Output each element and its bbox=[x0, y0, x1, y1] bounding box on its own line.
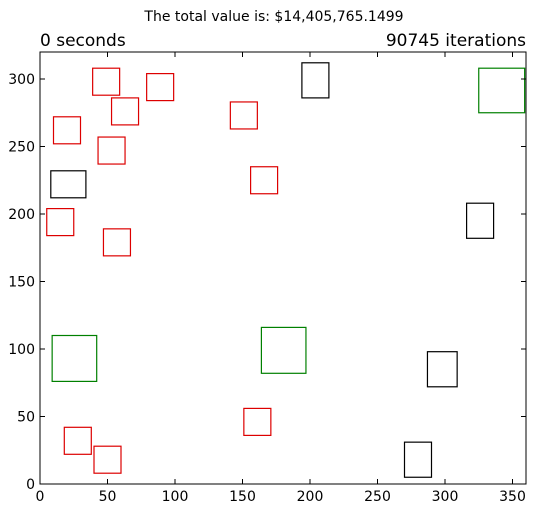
x-tick-label: 300 bbox=[432, 489, 459, 505]
y-tick-label: 50 bbox=[17, 410, 35, 426]
plot-area bbox=[46, 62, 526, 478]
elapsed-time-label: 0 seconds bbox=[40, 31, 126, 51]
x-tick-label: 200 bbox=[297, 489, 324, 505]
red-box-6 bbox=[97, 136, 126, 165]
red-box-8 bbox=[46, 208, 75, 237]
y-tick-label: 0 bbox=[26, 477, 35, 493]
red-box-2 bbox=[146, 72, 175, 102]
x-tick-label: 350 bbox=[499, 489, 526, 505]
red-box-11 bbox=[63, 426, 92, 455]
red-box-3 bbox=[110, 97, 140, 126]
red-box-4 bbox=[229, 101, 258, 130]
x-axis: 0 50 100 150 200 250 300 350 bbox=[36, 52, 526, 505]
black-box-14 bbox=[50, 170, 87, 199]
y-tick-label: 150 bbox=[8, 275, 35, 291]
iterations-label: 90745 iterations bbox=[386, 31, 526, 51]
plot-frame bbox=[39, 51, 527, 485]
y-axis: 0 50 100 150 200 250 300 bbox=[8, 72, 526, 493]
red-box-12 bbox=[93, 445, 122, 474]
y-tick-label: 300 bbox=[8, 72, 35, 88]
chart-title: The total value is: $14,405,765.1499 bbox=[143, 9, 403, 25]
x-tick-label: 150 bbox=[229, 489, 256, 505]
green-box-18 bbox=[478, 67, 526, 114]
y-tick-label: 250 bbox=[8, 140, 35, 156]
red-box-9 bbox=[102, 228, 132, 257]
x-tick-label: 0 bbox=[36, 489, 45, 505]
x-tick-label: 50 bbox=[99, 489, 117, 505]
green-box-20 bbox=[260, 326, 307, 374]
y-tick-label: 200 bbox=[8, 207, 35, 223]
black-box-16 bbox=[426, 351, 458, 388]
black-box-15 bbox=[466, 202, 495, 239]
red-box-10 bbox=[243, 407, 272, 436]
red-box-1 bbox=[92, 67, 121, 96]
x-tick-label: 100 bbox=[162, 489, 189, 505]
x-tick-label: 250 bbox=[364, 489, 391, 505]
black-box-13 bbox=[301, 62, 330, 99]
green-box-19 bbox=[51, 334, 98, 383]
black-box-17 bbox=[403, 441, 433, 478]
red-box-7 bbox=[250, 166, 279, 195]
red-box-5 bbox=[52, 116, 82, 145]
y-tick-label: 100 bbox=[8, 342, 35, 358]
